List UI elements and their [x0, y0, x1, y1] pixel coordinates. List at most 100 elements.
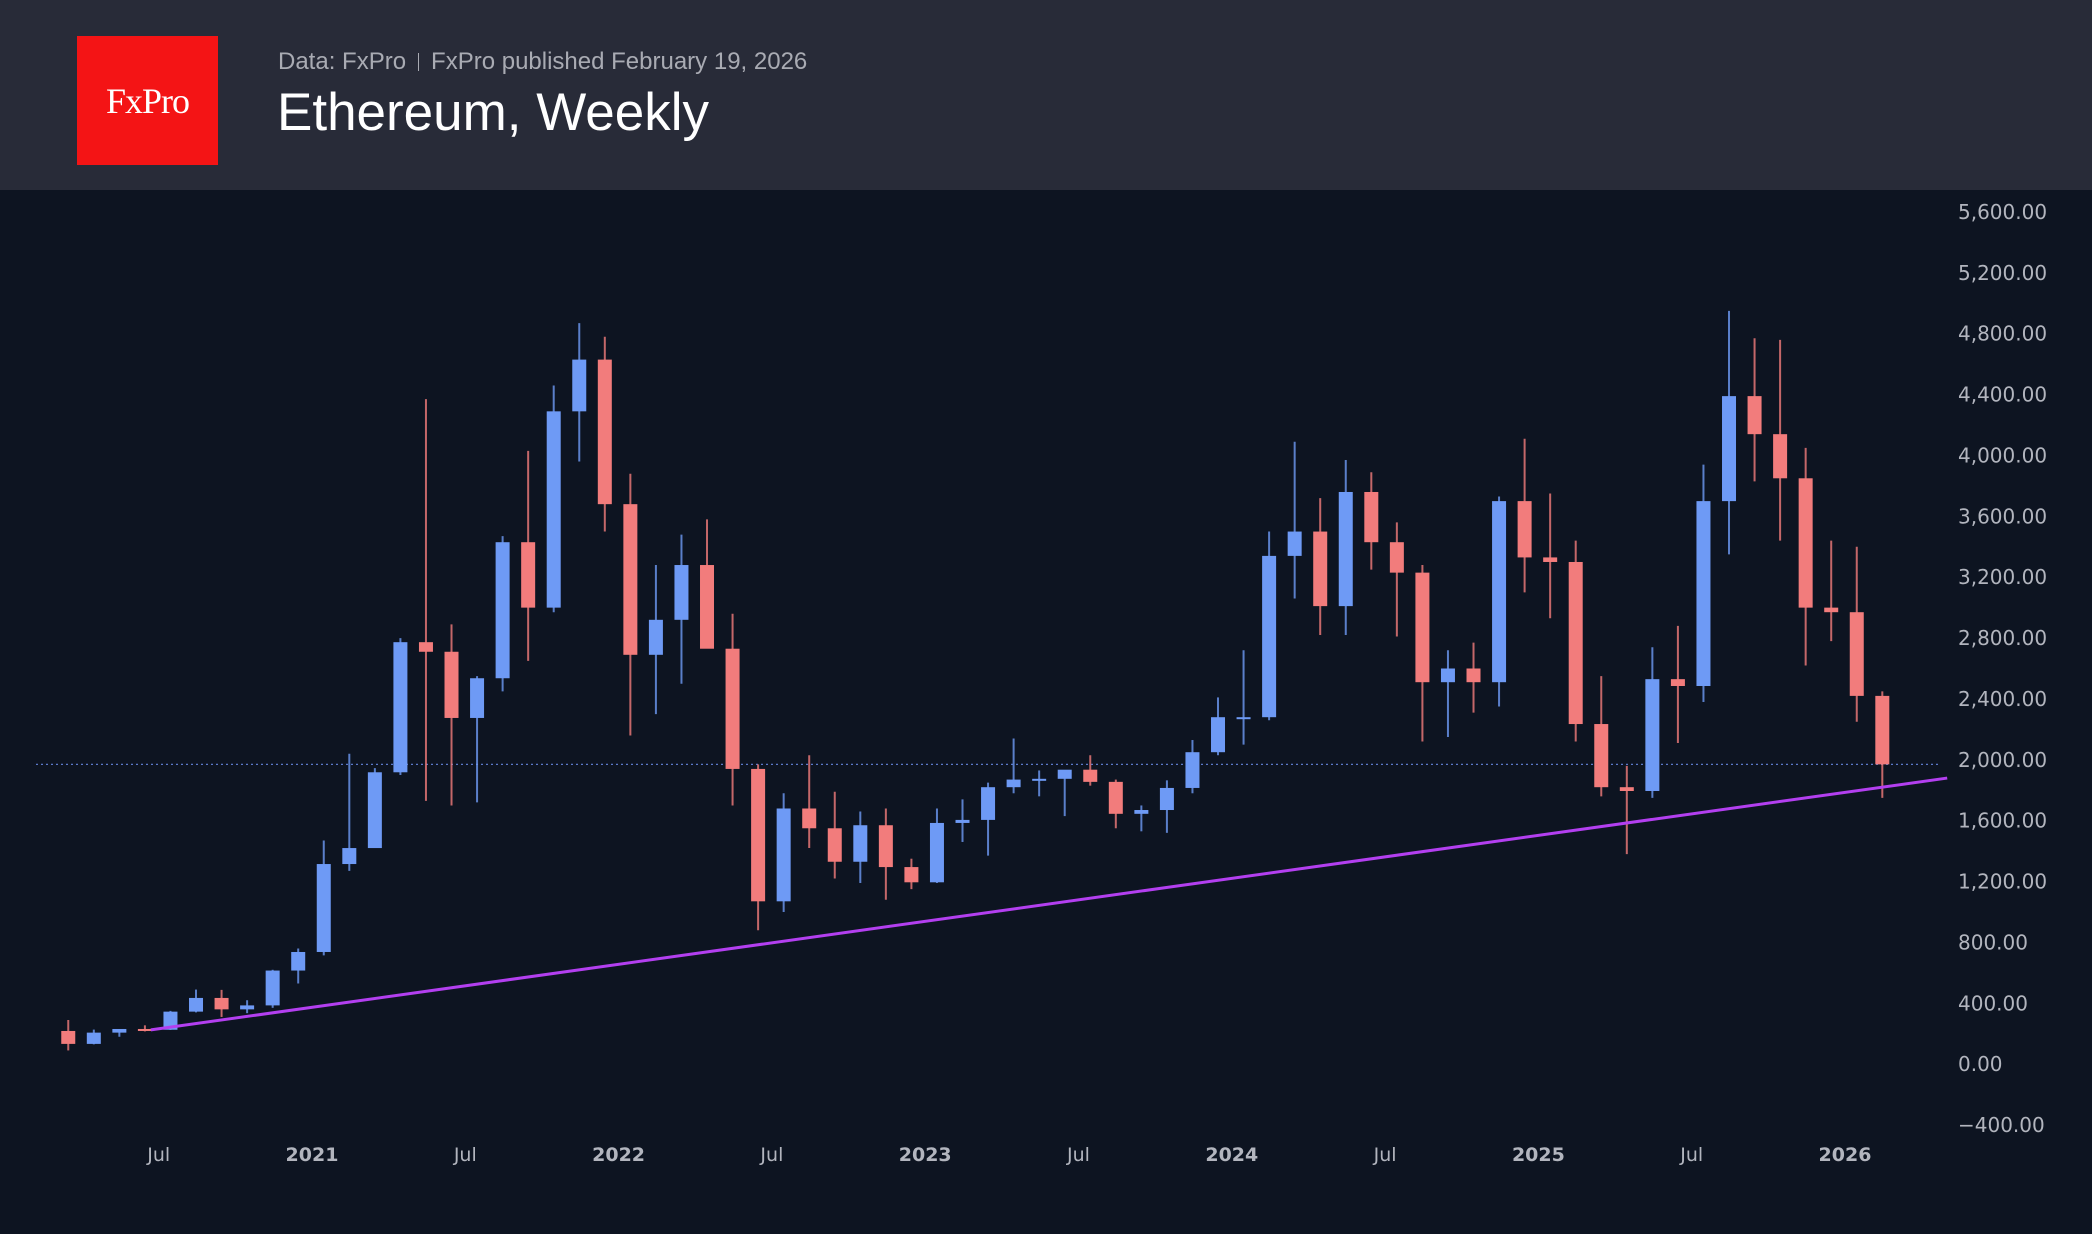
- candle-body: [1517, 501, 1532, 558]
- y-tick-label: 5,600.00: [1958, 200, 2047, 224]
- candle-body: [1875, 695, 1890, 765]
- candle-body: [776, 808, 791, 902]
- y-tick-label: 3,200.00: [1958, 565, 2047, 589]
- candle-body: [623, 504, 638, 655]
- subtitle: Data: FxPro FxPro published February 19, …: [278, 48, 807, 76]
- candle-body: [61, 1030, 76, 1044]
- candle-body: [1773, 434, 1788, 479]
- x-tick-label: Jul: [759, 1144, 783, 1166]
- candle-body: [1083, 769, 1098, 782]
- candle-body: [521, 542, 536, 608]
- candle-body: [1543, 557, 1558, 562]
- y-tick-label: 2,800.00: [1958, 626, 2047, 650]
- x-tick-label: 2026: [1819, 1144, 1872, 1166]
- candle-body: [929, 822, 944, 883]
- candle-body: [316, 864, 331, 952]
- candle-body: [1057, 769, 1072, 779]
- candle-body: [137, 1028, 152, 1031]
- candle-body: [1619, 787, 1634, 791]
- candle-body: [1747, 396, 1762, 435]
- candle-body: [1645, 679, 1660, 791]
- x-tick-label: Jul: [453, 1144, 477, 1166]
- candle-body: [1185, 752, 1200, 788]
- candle-body: [265, 970, 280, 1006]
- candle-body: [1389, 542, 1404, 573]
- candle-body: [674, 565, 689, 620]
- candle-body: [495, 542, 510, 679]
- candle-body: [546, 411, 561, 608]
- candle-body: [597, 359, 612, 505]
- candle-body: [1313, 531, 1328, 607]
- candle-body: [981, 787, 996, 820]
- x-tick-label: 2022: [592, 1144, 645, 1166]
- x-tick-label: Jul: [1373, 1144, 1397, 1166]
- y-tick-label: 4,400.00: [1958, 383, 2047, 407]
- x-tick-label: 2023: [899, 1144, 952, 1166]
- y-tick-label: 5,200.00: [1958, 261, 2047, 285]
- logo-text: FxPro: [105, 80, 190, 121]
- chart-header: FxPro Data: FxPro FxPro published Februar…: [0, 0, 2092, 190]
- y-tick-label: 0.00: [1958, 1052, 2003, 1076]
- candle-body: [240, 1005, 255, 1010]
- candle-body: [1670, 679, 1685, 686]
- candle-body: [648, 619, 663, 655]
- candle-body: [1568, 561, 1583, 725]
- x-tick-label: 2024: [1205, 1144, 1258, 1166]
- candle-body: [1849, 612, 1864, 696]
- candle-body: [725, 648, 740, 769]
- candle-body: [291, 951, 306, 971]
- y-tick-label: 2,400.00: [1958, 687, 2047, 711]
- y-tick-label: 3,600.00: [1958, 504, 2047, 528]
- y-tick-label: 800.00: [1958, 930, 2028, 954]
- y-tick-label: 4,000.00: [1958, 443, 2047, 467]
- y-tick-label: 2,000.00: [1958, 748, 2047, 772]
- candle-body: [1338, 491, 1353, 607]
- candle-body: [827, 828, 842, 862]
- candle-body: [1006, 779, 1021, 788]
- candle-body: [853, 825, 868, 862]
- candle-body: [1824, 607, 1839, 613]
- candle-body: [1159, 787, 1174, 811]
- y-tick-label: 4,800.00: [1958, 322, 2047, 346]
- candle-body: [1696, 501, 1711, 686]
- candle-body: [189, 997, 204, 1012]
- candle-body: [112, 1028, 127, 1033]
- candle-body: [1440, 668, 1455, 683]
- data-source: Data: FxPro: [278, 48, 407, 75]
- candle-body: [1722, 396, 1737, 502]
- candle-body: [1594, 724, 1609, 788]
- candle-body: [572, 359, 587, 412]
- candle-body: [1287, 531, 1302, 556]
- y-tick-label: 400.00: [1958, 991, 2028, 1015]
- x-tick-label: Jul: [146, 1144, 170, 1166]
- candle-body: [802, 808, 817, 829]
- y-tick-label: 1,200.00: [1958, 870, 2047, 894]
- candle-body: [1466, 668, 1481, 683]
- chart-title: Ethereum, Weekly: [277, 83, 710, 142]
- candle-body: [1134, 810, 1149, 814]
- candle-body: [955, 819, 970, 823]
- x-tick-label: Jul: [1679, 1144, 1703, 1166]
- candle-body: [1415, 572, 1430, 683]
- candle-body: [751, 768, 766, 902]
- candle-body: [1492, 501, 1507, 683]
- support-trendline: [150, 776, 1948, 1032]
- candle-body: [1108, 781, 1123, 814]
- candle-body: [1236, 717, 1251, 720]
- y-tick-label: 1,600.00: [1958, 809, 2047, 833]
- candle-body: [367, 772, 382, 849]
- separator: [418, 53, 420, 71]
- candle-body: [878, 825, 893, 868]
- candle-body: [393, 642, 408, 773]
- x-tick-label: 2025: [1512, 1144, 1565, 1166]
- candle-body: [86, 1032, 101, 1044]
- candle-body: [1364, 491, 1379, 543]
- candle-body: [418, 642, 433, 652]
- candle-body: [1211, 717, 1226, 753]
- published-date: FxPro published February 19, 2026: [431, 48, 808, 75]
- candle-body: [342, 848, 357, 865]
- candle-body: [1262, 555, 1277, 718]
- candle-body: [904, 867, 919, 883]
- candle-body: [700, 565, 715, 649]
- fxpro-logo: FxPro: [77, 36, 218, 165]
